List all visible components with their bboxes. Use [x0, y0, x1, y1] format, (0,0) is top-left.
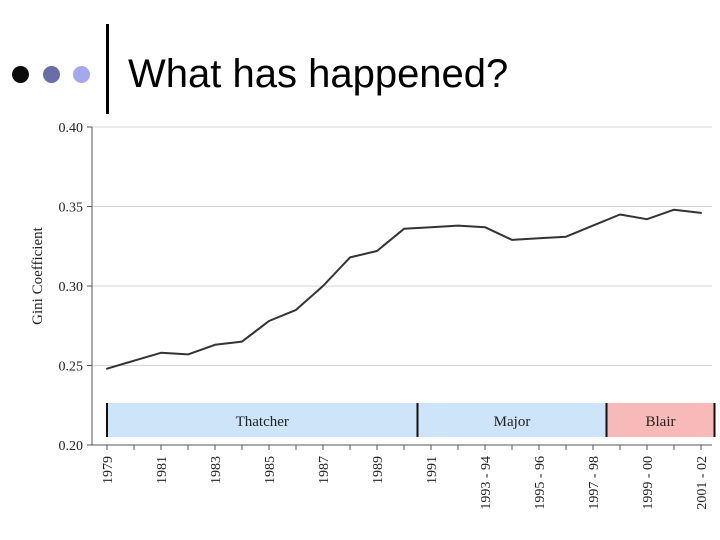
- y-tick-label: 0.20: [59, 439, 84, 454]
- x-tick-label: 1989: [371, 456, 386, 484]
- title-divider: [106, 24, 109, 114]
- bullet-dot-lavender: [73, 66, 90, 83]
- y-axis-label: Gini Coefficient: [30, 226, 46, 324]
- x-tick-label: 1991: [425, 456, 440, 484]
- period-band: [107, 403, 418, 437]
- y-tick-label: 0.35: [59, 201, 84, 216]
- x-tick-label: 1995 - 96: [533, 456, 548, 510]
- x-tick-label: 1999 - 00: [641, 456, 656, 510]
- y-tick-label: 0.25: [59, 360, 84, 375]
- period-label: Blair: [646, 414, 676, 430]
- y-tick-label: 0.40: [59, 121, 84, 136]
- x-tick-label: 1983: [209, 456, 224, 484]
- x-tick-label: 1987: [317, 456, 332, 484]
- slide-title: What has happened?: [128, 52, 509, 96]
- period-label: Thatcher: [236, 414, 289, 430]
- period-band: [606, 403, 715, 437]
- bullet-dot-slate: [43, 66, 60, 83]
- x-tick-label: 1979: [101, 456, 116, 484]
- x-tick-label: 2001 - 02: [695, 456, 710, 510]
- y-tick-label: 0.30: [59, 280, 84, 295]
- period-band: [417, 403, 607, 437]
- period-label: Major: [494, 414, 531, 430]
- x-tick-label: 1993 - 94: [479, 456, 494, 510]
- bullet-dot-black: [12, 66, 29, 83]
- x-tick-label: 1981: [155, 456, 170, 484]
- x-tick-label: 1985: [263, 456, 278, 484]
- x-tick-label: 1997 - 98: [587, 456, 602, 510]
- gini-series-line: [106, 208, 702, 370]
